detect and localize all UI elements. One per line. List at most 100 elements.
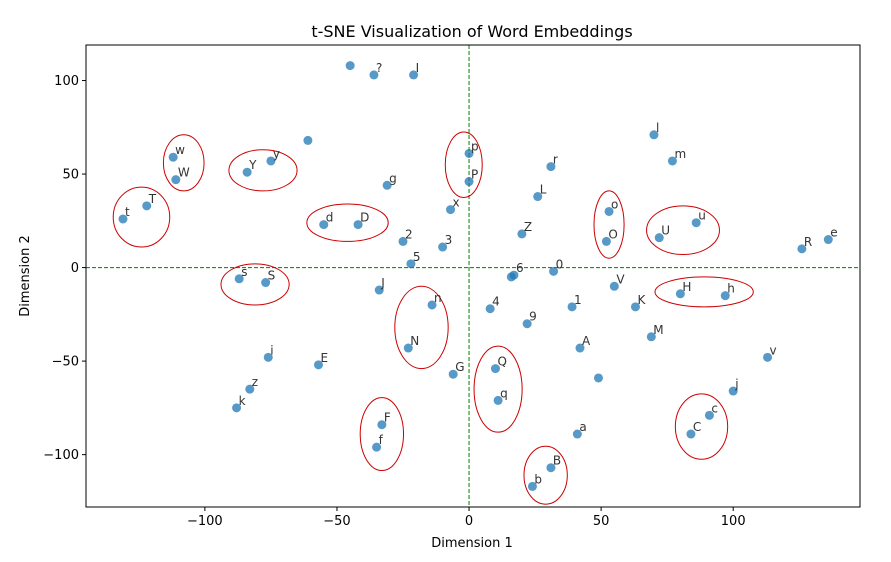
point-label: w	[175, 143, 185, 157]
point-label: c	[711, 401, 718, 415]
data-point	[604, 206, 614, 216]
cluster-ellipse	[593, 190, 625, 259]
point-label: z	[252, 375, 258, 389]
data-point	[345, 61, 355, 71]
data-point	[728, 386, 738, 396]
point-label: O	[608, 227, 617, 241]
data-point	[234, 274, 244, 284]
data-point	[171, 175, 181, 185]
x-tick-label: 100	[721, 514, 746, 529]
point-label: ?	[376, 61, 382, 75]
data-point	[263, 352, 273, 362]
data-point	[464, 177, 474, 187]
point-label: a	[579, 420, 586, 434]
data-point	[527, 481, 537, 491]
data-point	[493, 395, 503, 405]
point-label: y	[273, 147, 280, 161]
data-point	[720, 291, 730, 301]
data-point	[572, 429, 582, 439]
cluster-ellipse	[444, 131, 483, 198]
data-point	[142, 201, 152, 211]
data-point	[438, 242, 448, 252]
data-point	[601, 236, 611, 246]
data-point	[448, 369, 458, 379]
point-label: S	[268, 269, 276, 283]
data-point	[353, 220, 363, 230]
data-point	[406, 259, 416, 269]
point-label: H	[682, 280, 691, 294]
point-label: l	[656, 121, 659, 135]
point-label: E	[320, 351, 328, 365]
data-point	[303, 135, 313, 145]
data-point	[823, 235, 833, 245]
cluster-ellipse	[359, 397, 405, 472]
point-label: t	[125, 205, 130, 219]
point-label: M	[653, 323, 663, 337]
data-point	[398, 236, 408, 246]
cluster-ellipse	[394, 285, 449, 370]
point-label: 6	[516, 261, 524, 275]
data-point	[245, 384, 255, 394]
point-label: U	[661, 224, 670, 238]
data-point	[686, 429, 696, 439]
point-label: 4	[492, 295, 500, 309]
point-label: q	[500, 386, 508, 400]
point-label: p	[471, 139, 479, 153]
data-point	[593, 373, 603, 383]
point-label: i	[270, 343, 273, 357]
point-label: C	[693, 420, 701, 434]
point-label: Q	[497, 355, 506, 369]
point-label: T	[148, 192, 157, 206]
point-label: B	[553, 454, 561, 468]
point-label: o	[611, 197, 618, 211]
x-tick-label: 0	[465, 514, 473, 529]
y-tick-label: 100	[54, 74, 79, 89]
point-label: b	[534, 472, 542, 486]
point-label: j	[734, 377, 738, 391]
data-point	[609, 281, 619, 291]
point-label: r	[553, 153, 558, 167]
data-point	[242, 167, 252, 177]
data-point	[374, 285, 384, 295]
data-point	[464, 148, 474, 158]
point-label: D	[360, 211, 369, 225]
y-tick-label: 50	[62, 168, 79, 183]
data-point	[567, 302, 577, 312]
point-label: g	[389, 171, 397, 185]
x-axis-title: Dimension 1	[431, 536, 513, 551]
point-label: x	[453, 196, 460, 210]
point-label: N	[410, 334, 419, 348]
point-label: 9	[529, 310, 537, 324]
cluster-ellipse	[654, 276, 754, 308]
data-point	[546, 162, 556, 172]
data-point	[630, 302, 640, 312]
cluster-ellipse	[674, 393, 729, 460]
point-label: 3	[445, 233, 453, 247]
data-point	[533, 192, 543, 202]
point-label: J	[380, 276, 385, 290]
data-point	[691, 218, 701, 228]
point-label: L	[540, 183, 547, 197]
data-point	[546, 463, 556, 473]
data-point	[654, 233, 664, 243]
data-point	[232, 403, 242, 413]
data-point	[369, 70, 379, 80]
data-point	[522, 319, 532, 329]
data-point	[517, 229, 527, 239]
data-point	[675, 289, 685, 299]
data-point	[446, 205, 456, 215]
data-point	[377, 420, 387, 430]
point-label: 5	[413, 250, 421, 264]
cluster-ellipse	[112, 186, 171, 248]
point-label: A	[582, 334, 591, 348]
cluster-ellipse	[220, 263, 290, 306]
point-label: Y	[248, 158, 257, 172]
point-label: h	[727, 282, 735, 296]
cluster-ellipse	[646, 205, 720, 255]
cluster-ellipse	[306, 203, 389, 242]
data-point	[427, 300, 437, 310]
data-point	[403, 343, 413, 353]
point-label: P	[471, 168, 478, 182]
cluster-ellipse	[228, 149, 298, 192]
